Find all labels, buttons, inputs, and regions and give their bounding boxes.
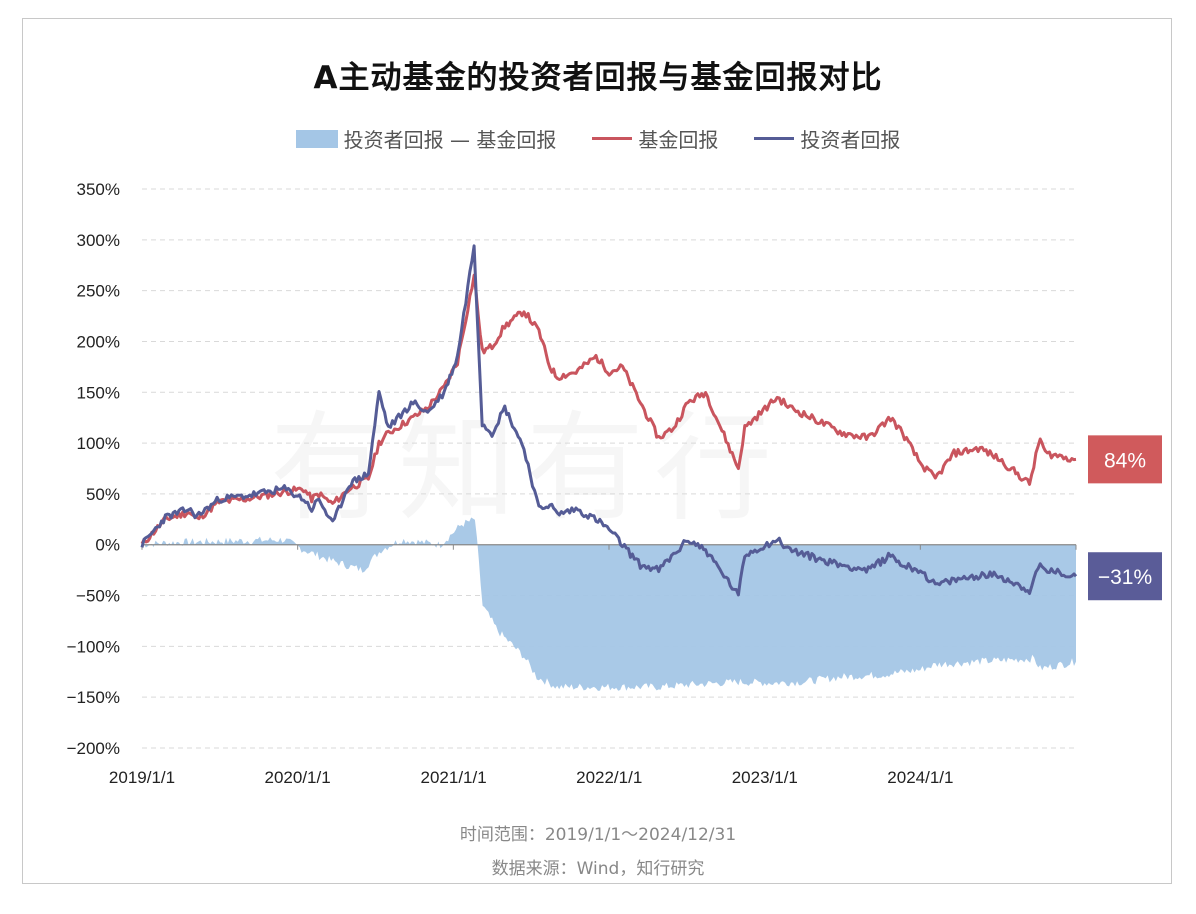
y-tick-label: 350%	[77, 180, 120, 199]
legend-label-investor: 投资者回报	[800, 128, 901, 152]
y-tick-label: 200%	[77, 332, 120, 351]
end-label-text: 84%	[1104, 449, 1146, 472]
y-tick-label: 150%	[77, 383, 120, 402]
legend: 投资者回报 — 基金回报 基金回报 投资者回报	[0, 124, 1196, 153]
y-tick-label: −200%	[67, 739, 120, 758]
line-investor-return	[140, 244, 1078, 597]
y-tick-label: −100%	[67, 637, 120, 656]
y-tick-label: −50%	[76, 587, 120, 606]
x-tick-label: 2024/1/1	[887, 768, 953, 787]
legend-label-fund: 基金回报	[638, 128, 719, 152]
legend-swatch-investor	[754, 137, 795, 140]
x-tick-label: 2019/1/1	[109, 768, 175, 787]
end-label-box	[1088, 435, 1162, 484]
footer-source: 数据来源：Wind，知行研究	[491, 859, 705, 879]
legend-swatch-diff	[295, 129, 338, 148]
area-investor-minus-fund	[142, 517, 1076, 691]
y-tick-label: 250%	[77, 282, 120, 301]
footer-range: 时间范围：2019/1/1～2024/12/31	[459, 825, 737, 845]
legend-item-fund: 基金回报	[592, 124, 718, 153]
x-tick-label: 2023/1/1	[732, 768, 798, 787]
y-tick-label: −150%	[67, 688, 120, 707]
legend-label-diff: 投资者回报 — 基金回报	[343, 128, 557, 152]
legend-swatch-fund	[592, 137, 633, 140]
legend-item-diff: 投资者回报 — 基金回报	[295, 124, 557, 153]
line-fund-return	[140, 273, 1077, 545]
x-tick-label: 2020/1/1	[265, 768, 331, 787]
chart-title: A主动基金的投资者回报与基金回报对比	[313, 60, 883, 96]
x-tick-label: 2022/1/1	[576, 768, 642, 787]
legend-item-investor: 投资者回报	[754, 124, 900, 153]
x-tick-label: 2021/1/1	[421, 768, 487, 787]
y-tick-label: 300%	[77, 231, 120, 250]
y-tick-label: 0%	[95, 536, 120, 555]
end-label-text: −31%	[1098, 566, 1152, 589]
y-tick-label: 50%	[86, 485, 120, 504]
chart-frame	[22, 18, 1172, 884]
end-label-box	[1088, 552, 1162, 601]
y-tick-label: 100%	[77, 434, 120, 453]
